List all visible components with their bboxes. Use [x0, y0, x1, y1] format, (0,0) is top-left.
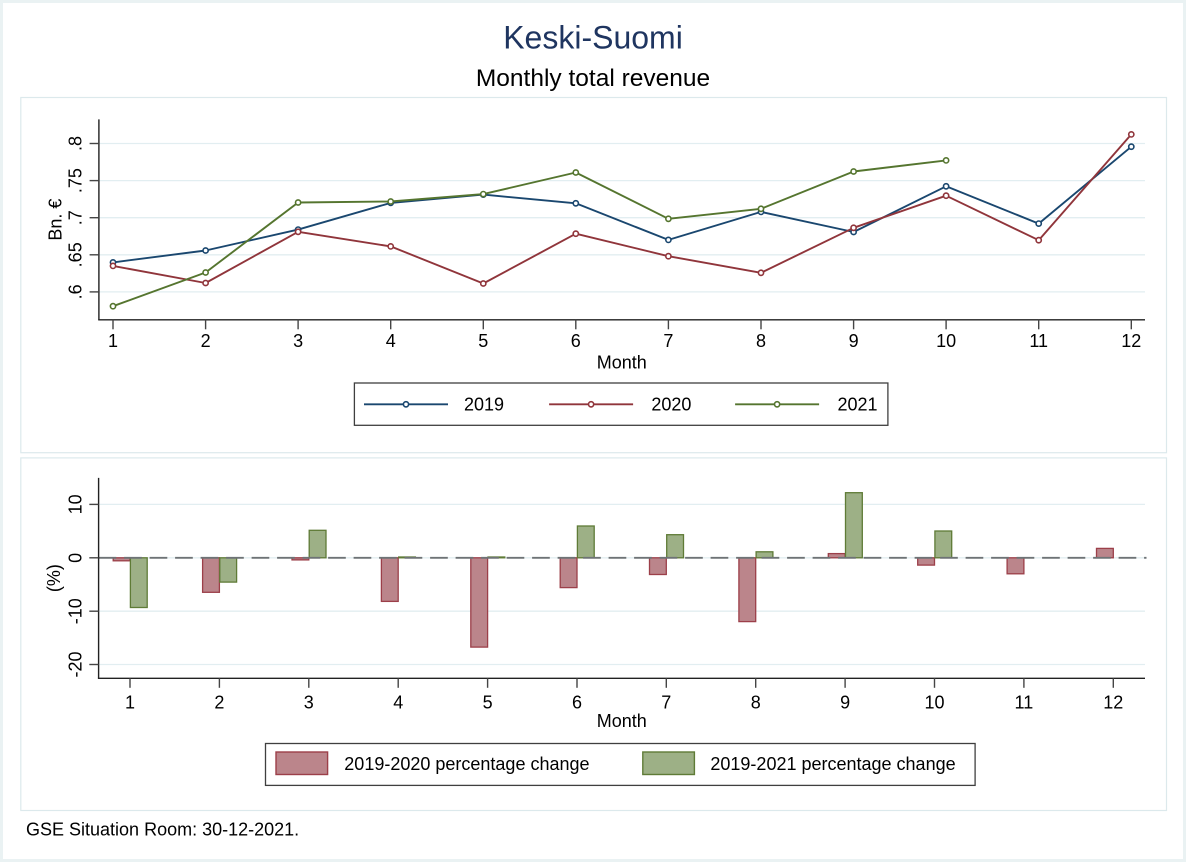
svg-text:12: 12: [1121, 331, 1141, 351]
svg-text:.8: .8: [65, 136, 85, 151]
svg-text:.7: .7: [65, 210, 85, 225]
svg-text:11: 11: [1015, 693, 1034, 713]
svg-text:10: 10: [65, 494, 85, 514]
svg-text:1: 1: [108, 331, 118, 351]
svg-text:11: 11: [1029, 331, 1048, 351]
svg-text:7: 7: [661, 693, 671, 713]
svg-text:Keski-Suomi: Keski-Suomi: [503, 20, 683, 56]
svg-text:6: 6: [572, 693, 582, 713]
svg-text:4: 4: [386, 331, 396, 351]
svg-text:0: 0: [65, 553, 85, 563]
svg-text:2020: 2020: [651, 395, 691, 415]
svg-text:Month: Month: [597, 353, 647, 373]
svg-text:.75: .75: [65, 168, 85, 193]
svg-text:10: 10: [936, 331, 956, 351]
svg-text:2019-2020 percentage change: 2019-2020 percentage change: [344, 754, 589, 774]
svg-text:1: 1: [125, 693, 135, 713]
svg-text:12: 12: [1103, 693, 1123, 713]
svg-text:GSE Situation Room: 30-12-2021: GSE Situation Room: 30-12-2021.: [26, 820, 299, 840]
svg-text:2019: 2019: [464, 395, 504, 415]
svg-text:7: 7: [663, 331, 673, 351]
svg-text:9: 9: [840, 693, 850, 713]
svg-text:Month: Month: [597, 711, 647, 731]
svg-text:4: 4: [393, 693, 403, 713]
svg-text:Monthly total revenue: Monthly total revenue: [476, 65, 710, 92]
svg-text:3: 3: [293, 331, 303, 351]
svg-text:10: 10: [924, 693, 944, 713]
svg-text:2: 2: [214, 693, 224, 713]
svg-text:9: 9: [849, 331, 859, 351]
svg-text:.6: .6: [65, 284, 85, 299]
svg-text:5: 5: [483, 693, 493, 713]
svg-text:2019-2021 percentage change: 2019-2021 percentage change: [710, 754, 955, 774]
svg-text:2: 2: [201, 331, 211, 351]
svg-text:8: 8: [756, 331, 766, 351]
svg-text:.65: .65: [65, 242, 85, 267]
svg-text:Bn. €: Bn. €: [46, 199, 66, 241]
svg-text:5: 5: [478, 331, 488, 351]
svg-text:-20: -20: [65, 651, 85, 677]
svg-text:8: 8: [751, 693, 761, 713]
svg-text:2021: 2021: [838, 395, 878, 415]
svg-text:-10: -10: [65, 598, 85, 624]
svg-text:6: 6: [571, 331, 581, 351]
svg-text:3: 3: [304, 693, 314, 713]
svg-text:(%): (%): [44, 564, 64, 592]
